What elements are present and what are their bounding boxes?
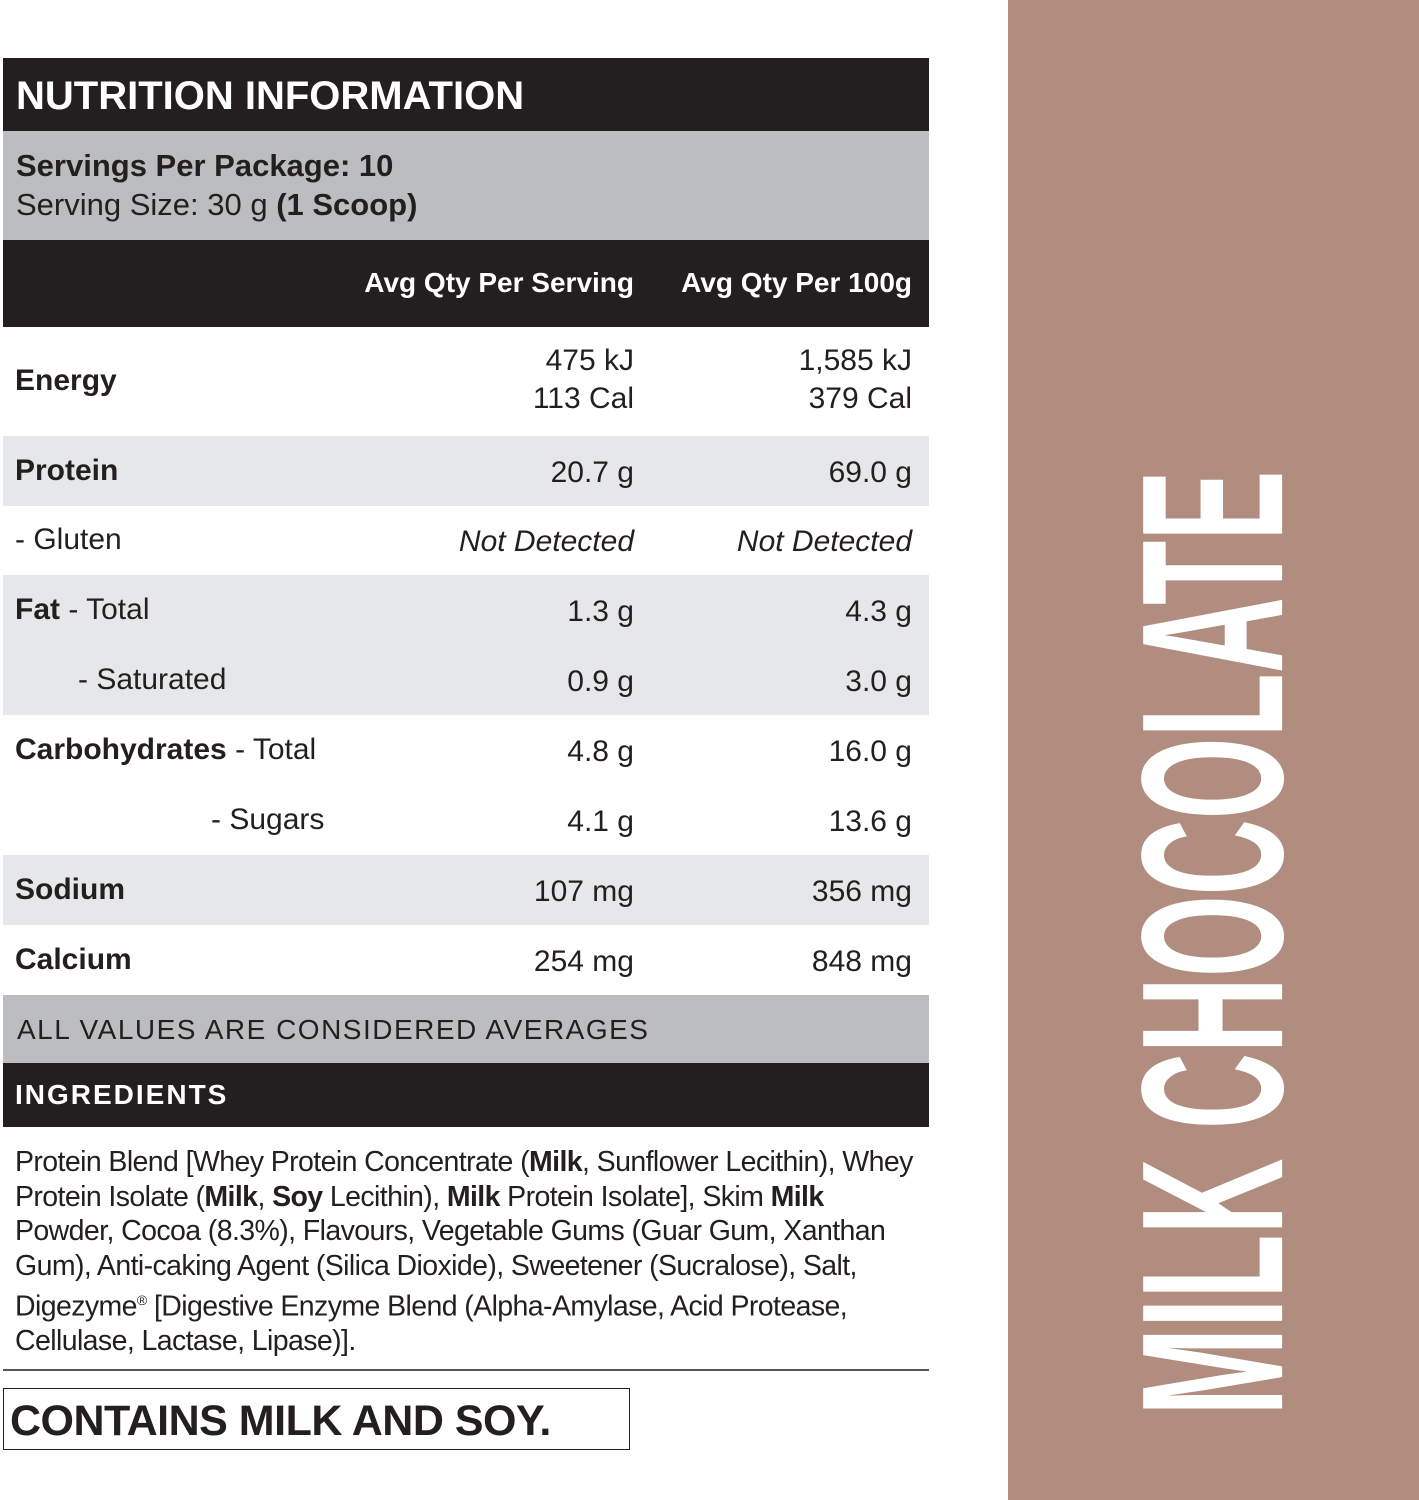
value-per-100g: 3.0 g	[845, 665, 912, 698]
value-per-100g: Not Detected	[736, 525, 912, 558]
nutrient-name: - Sugars	[211, 803, 324, 837]
ingredient-segment: Protein Blend [Whey Protein Concentrate …	[15, 1146, 530, 1178]
allergen-highlight: Milk	[770, 1180, 825, 1213]
serving-size-label: Serving Size: 30 g	[16, 187, 277, 222]
nutrient-row: Energy 475 kJ 113 Cal 1,585 kJ 379 Cal	[3, 326, 929, 436]
nutrient-row: - Saturated 0.9 g 3.0 g	[3, 645, 929, 715]
flavour-name: MILK CHOCOLATE	[1099, 470, 1326, 1416]
ingredient-segment: ®	[136, 1292, 147, 1309]
nutrient-name-sub: - Total	[60, 593, 150, 626]
value-per-100g: 356 mg	[811, 875, 912, 908]
serving-size: Serving Size: 30 g (1 Scoop)	[16, 187, 417, 223]
value-per-serving: 20.7 g	[550, 456, 634, 489]
value-per-100g: 1,585 kJ 379 Cal	[798, 344, 912, 415]
allergen-text: CONTAINS MILK AND SOY.	[10, 1397, 551, 1445]
nutrient-name-sub: - Total	[226, 733, 317, 766]
value-per-serving: 4.1 g	[567, 805, 634, 838]
allergen-highlight: Soy	[272, 1180, 323, 1213]
value-per-100g: 13.6 g	[828, 805, 912, 838]
nutrient-row: Sodium 107 mg 356 mg	[3, 855, 929, 925]
averages-note: ALL VALUES ARE CONSIDERED AVERAGES	[3, 995, 929, 1063]
nutrient-name-bold: Energy	[15, 364, 117, 397]
nutrient-name-bold: Protein	[15, 454, 119, 487]
nutrient-row: Protein 20.7 g 69.0 g	[3, 436, 929, 506]
averages-note-text: ALL VALUES ARE CONSIDERED AVERAGES	[17, 1014, 650, 1045]
value-per-serving: 254 mg	[533, 945, 634, 978]
value-per-serving: 0.9 g	[567, 665, 634, 698]
servings-band: Servings Per Package: 10 Serving Size: 3…	[3, 131, 929, 240]
ingredients-text: Protein Blend [Whey Protein Concentrate …	[15, 1145, 925, 1359]
nutrient-row: Fat - Total 1.3 g 4.3 g	[3, 575, 929, 645]
nutrition-title-bar: NUTRITION INFORMATION	[3, 58, 929, 131]
ingredient-segment: Powder, Cocoa (8.3%), Flavours, Vegetabl…	[15, 1215, 886, 1323]
servings-per-package: Servings Per Package: 10	[16, 148, 394, 183]
nutrient-name-bold: Fat	[15, 593, 60, 626]
nutrient-name: Protein	[15, 454, 118, 488]
column-header: Avg Qty Per Serving Avg Qty Per 100g	[3, 240, 929, 327]
nutrient-row: Calcium 254 mg 848 mg	[3, 925, 929, 995]
divider	[3, 1369, 929, 1371]
allergen-highlight: Milk	[529, 1146, 583, 1178]
ingredient-segment: Lecithin),	[322, 1180, 447, 1213]
nutrient-name: - Gluten	[15, 523, 122, 557]
ingredient-segment: [Digestive Enzyme Blend (Alpha-Amylase, …	[15, 1290, 848, 1358]
value-per-serving: 4.8 g	[567, 735, 634, 768]
column-per-serving: Avg Qty Per Serving	[364, 267, 634, 298]
nutrient-name-bold: Carbohydrates	[15, 733, 227, 766]
value-per-serving: 475 kJ 113 Cal	[532, 344, 634, 415]
flavour-panel	[1008, 0, 1419, 1500]
value-per-serving: Not Detected	[458, 525, 634, 558]
nutrient-name: Carbohydrates - Total	[15, 733, 316, 767]
ingredient-segment: , Sunflower Lecithin), Whey Protein Isol…	[15, 1146, 913, 1213]
nutrient-row: Carbohydrates - Total 4.8 g 16.0 g	[3, 715, 929, 785]
allergen-box: CONTAINS MILK AND SOY.	[3, 1388, 630, 1450]
allergen-highlight: Milk	[204, 1180, 258, 1213]
nutrient-name-bold: Calcium	[15, 943, 132, 976]
nutrient-row: - Gluten Not Detected Not Detected	[3, 505, 929, 575]
ingredients-title: INGREDIENTS	[15, 1079, 229, 1110]
nutrient-row: - Sugars 4.1 g 13.6 g	[3, 785, 929, 855]
serving-size-scoop: (1 Scoop)	[276, 187, 418, 222]
value-per-100g: 69.0 g	[828, 456, 912, 489]
column-per-100g: Avg Qty Per 100g	[681, 267, 912, 298]
nutrient-name: Fat - Total	[15, 593, 150, 627]
value-per-100g: 16.0 g	[828, 735, 912, 768]
nutrient-name: Energy	[15, 364, 117, 398]
ingredient-segment: Protein Isolate], Skim	[499, 1180, 771, 1213]
value-per-100g: 848 mg	[811, 945, 912, 978]
value-per-serving: 107 mg	[533, 875, 634, 908]
nutrient-name: Sodium	[15, 873, 125, 907]
ingredients-title-bar: INGREDIENTS	[3, 1063, 929, 1127]
nutrient-name: Calcium	[15, 943, 132, 977]
nutrient-name-sub: - Sugars	[211, 803, 325, 836]
allergen-highlight: Milk	[446, 1180, 501, 1213]
value-per-serving: 1.3 g	[567, 595, 634, 628]
nutrient-name: - Saturated	[78, 663, 226, 697]
nutrient-name-sub: - Gluten	[15, 523, 122, 556]
nutrient-name-sub: - Saturated	[78, 663, 227, 696]
value-per-100g: 4.3 g	[845, 595, 912, 628]
nutrient-name-bold: Sodium	[15, 873, 125, 906]
ingredient-segment: ,	[257, 1180, 273, 1213]
nutrition-title: NUTRITION INFORMATION	[16, 74, 525, 118]
